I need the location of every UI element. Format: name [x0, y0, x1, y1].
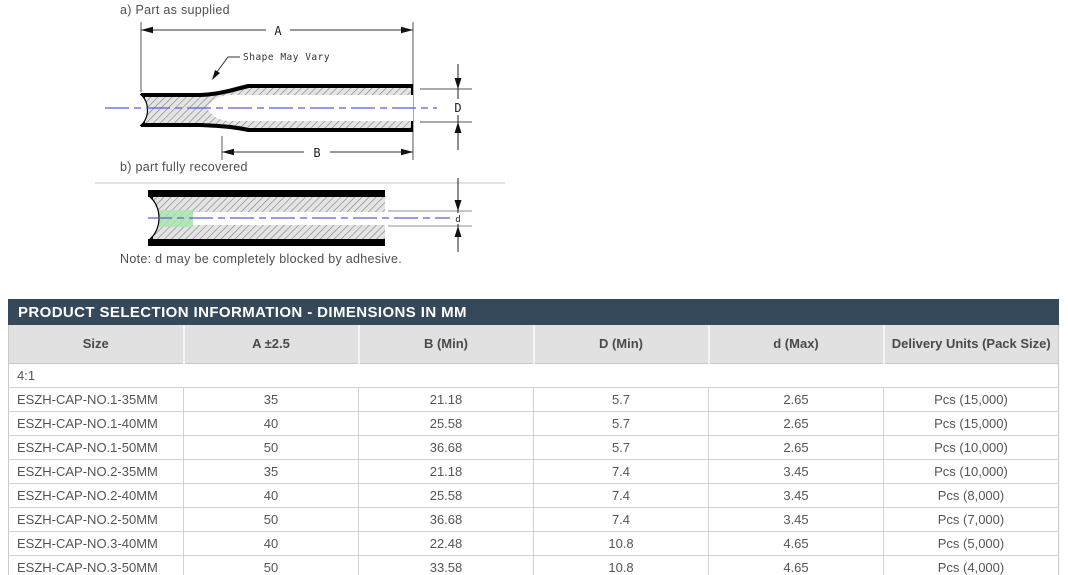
- value-cell: Pcs (8,000): [883, 483, 1059, 508]
- value-cell: 35: [183, 387, 359, 412]
- value-cell: 10.8: [533, 555, 709, 575]
- size-cell: ESZH-CAP-NO.3-40MM: [8, 531, 184, 556]
- value-cell: 35: [183, 459, 359, 484]
- value-cell: 7.4: [533, 507, 709, 532]
- size-cell: ESZH-CAP-NO.1-35MM: [8, 387, 184, 412]
- shape-may-vary-callout: Shape May Vary: [212, 52, 330, 80]
- value-cell: 7.4: [533, 459, 709, 484]
- value-cell: 22.48: [358, 531, 534, 556]
- value-cell: 3.45: [708, 483, 884, 508]
- value-cell: 5.7: [533, 387, 709, 412]
- value-cell: Pcs (15,000): [883, 387, 1059, 412]
- value-cell: Pcs (4,000): [883, 555, 1059, 575]
- value-cell: 50: [183, 555, 359, 575]
- value-cell: 3.45: [708, 459, 884, 484]
- dimension-d: d: [388, 178, 472, 252]
- table-header: Size A ±2.5 B (Min) D (Min) d (Max) Deli…: [8, 325, 1059, 364]
- part-fully-recovered-drawing: [147, 190, 450, 246]
- value-cell: 33.58: [358, 555, 534, 575]
- table-row: ESZH-CAP-NO.3-40MM 40 22.48 10.8 4.65 Pcs (5,…: [8, 531, 1059, 556]
- value-cell: 10.8: [533, 531, 709, 556]
- dimension-B: B: [221, 136, 413, 160]
- size-cell: ESZH-CAP-NO.3-50MM: [8, 555, 184, 575]
- dim-A-label: A: [274, 24, 282, 38]
- value-cell: 25.58: [358, 411, 534, 436]
- table-row: ESZH-CAP-NO.1-35MM 35 21.18 5.7 2.65 Pcs (15,…: [8, 387, 1059, 412]
- col-header-d-max: d (Max): [707, 325, 884, 364]
- product-table-section: PRODUCT SELECTION INFORMATION - DIMENSIO…: [8, 299, 1059, 575]
- col-header-d-min: D (Min): [532, 325, 709, 364]
- size-cell: ESZH-CAP-NO.2-40MM: [8, 483, 184, 508]
- dimension-A: A: [140, 22, 414, 160]
- value-cell: Pcs (7,000): [883, 507, 1059, 532]
- value-cell: Pcs (15,000): [883, 411, 1059, 436]
- size-cell: ESZH-CAP-NO.1-40MM: [8, 411, 184, 436]
- dim-D-label: D: [454, 101, 461, 115]
- value-cell: 40: [183, 483, 359, 508]
- value-cell: 40: [183, 531, 359, 556]
- product-table: Size A ±2.5 B (Min) D (Min) d (Max) Deli…: [8, 325, 1059, 575]
- value-cell: 3.45: [708, 507, 884, 532]
- shape-may-vary-label: Shape May Vary: [243, 52, 330, 63]
- value-cell: 4.65: [708, 555, 884, 575]
- value-cell: 40: [183, 411, 359, 436]
- value-cell: 7.4: [533, 483, 709, 508]
- table-title: PRODUCT SELECTION INFORMATION - DIMENSIO…: [8, 299, 1059, 325]
- col-header-size: Size: [8, 325, 184, 364]
- table-row: ESZH-CAP-NO.2-35MM 35 21.18 7.4 3.45 Pcs (10,…: [8, 459, 1059, 484]
- value-cell: 21.18: [358, 459, 534, 484]
- table-row: ESZH-CAP-NO.3-50MM 50 33.58 10.8 4.65 Pcs (4,…: [8, 555, 1059, 575]
- table-body: 4:1 ESZH-CAP-NO.1-35MM 35 21.18 5.7 2.65 Pcs …: [8, 363, 1059, 575]
- col-header-b-min: B (Min): [357, 325, 534, 364]
- value-cell: 2.65: [708, 387, 884, 412]
- group-row: 4:1: [8, 363, 1059, 388]
- figure-b-label: b) part fully recovered: [120, 160, 248, 174]
- value-cell: Pcs (5,000): [883, 531, 1059, 556]
- value-cell: 36.68: [358, 507, 534, 532]
- technical-diagram: a) Part as supplied A Shape May Vary: [95, 3, 505, 266]
- value-cell: Pcs (10,000): [883, 435, 1059, 460]
- value-cell: 2.65: [708, 435, 884, 460]
- value-cell: 21.18: [358, 387, 534, 412]
- table-row: ESZH-CAP-NO.1-50MM 50 36.68 5.7 2.65 Pcs (10,…: [8, 435, 1059, 460]
- value-cell: Pcs (10,000): [883, 459, 1059, 484]
- value-cell: 50: [183, 435, 359, 460]
- part-as-supplied-drawing: [105, 84, 437, 132]
- group-label: 4:1: [8, 363, 1059, 388]
- dim-d-label: d: [455, 215, 460, 225]
- value-cell: 5.7: [533, 411, 709, 436]
- value-cell: 5.7: [533, 435, 709, 460]
- value-cell: 4.65: [708, 531, 884, 556]
- col-header-a: A ±2.5: [182, 325, 359, 364]
- dimension-D: D: [420, 64, 472, 150]
- value-cell: 50: [183, 507, 359, 532]
- table-row: ESZH-CAP-NO.1-40MM 40 25.58 5.7 2.65 Pcs (15,…: [8, 411, 1059, 436]
- adhesive-note: Note: d may be completely blocked by adh…: [120, 252, 402, 266]
- col-header-delivery-units: Delivery Units (Pack Size): [882, 325, 1059, 364]
- size-cell: ESZH-CAP-NO.1-50MM: [8, 435, 184, 460]
- figure-a-label: a) Part as supplied: [120, 3, 230, 17]
- value-cell: 36.68: [358, 435, 534, 460]
- value-cell: 2.65: [708, 411, 884, 436]
- size-cell: ESZH-CAP-NO.2-50MM: [8, 507, 184, 532]
- dim-B-label: B: [313, 146, 320, 160]
- value-cell: 25.58: [358, 483, 534, 508]
- table-row: ESZH-CAP-NO.2-40MM 40 25.58 7.4 3.45 Pcs (8,0…: [8, 483, 1059, 508]
- table-row: ESZH-CAP-NO.2-50MM 50 36.68 7.4 3.45 Pcs (7,0…: [8, 507, 1059, 532]
- size-cell: ESZH-CAP-NO.2-35MM: [8, 459, 184, 484]
